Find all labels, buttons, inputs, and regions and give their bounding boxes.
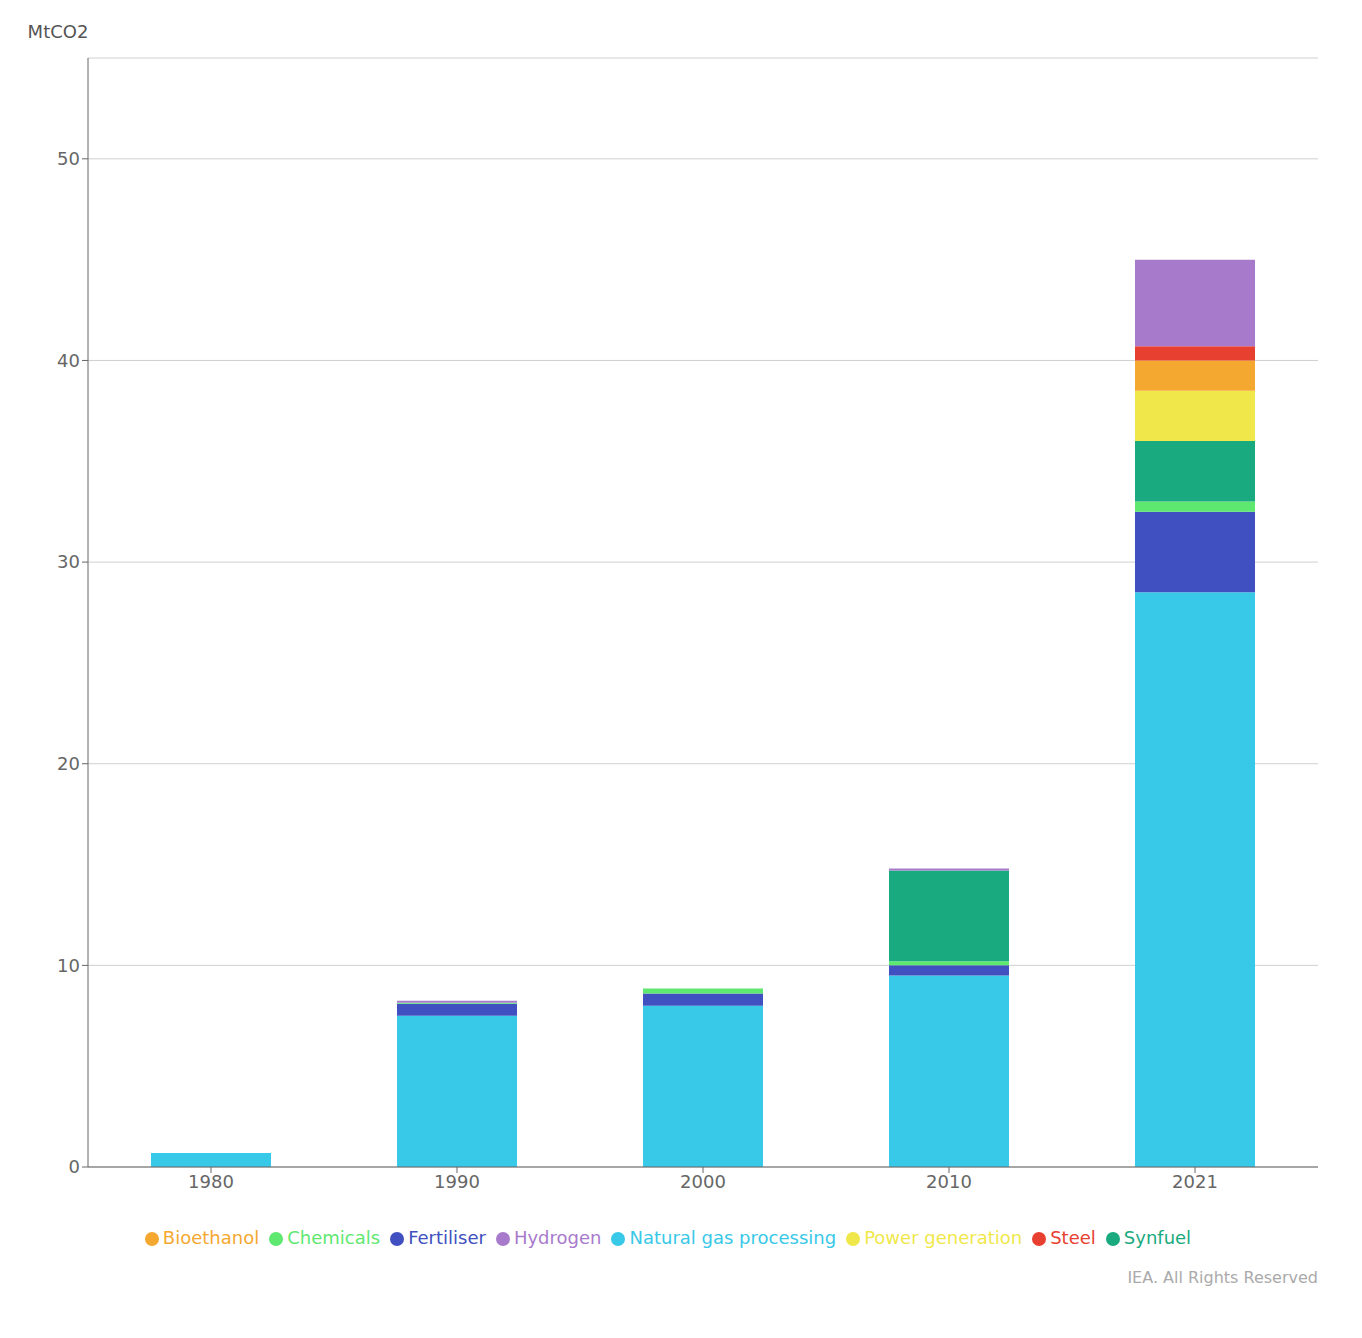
html-text:Chemicals: Chemicals (287, 1227, 381, 1248)
html-text:Bioethanol: Bioethanol (162, 1227, 260, 1248)
svg-text:0: 0 (69, 1156, 80, 1177)
html-text:Power generation: Power generation (864, 1227, 1023, 1248)
html-text:Natural gas processing: Natural gas processing (629, 1227, 837, 1248)
svg-text:10: 10 (57, 955, 80, 976)
html-text:Hydrogen: Hydrogen (513, 1227, 602, 1248)
svg-text:MtCO2: MtCO2 (28, 21, 89, 42)
html-text:Fertiliser: Fertiliser (408, 1227, 486, 1248)
html-text:Steel: Steel (1050, 1227, 1096, 1248)
svg-text:40: 40 (57, 350, 80, 371)
svg-text:20: 20 (57, 753, 80, 774)
html-text:IEA. All Rights Reserved: IEA. All Rights Reserved (1127, 1268, 1318, 1287)
html-text:Synfuel: Synfuel (1123, 1227, 1192, 1248)
svg-text:2021: 2021 (1172, 1171, 1218, 1192)
svg-text:2000: 2000 (680, 1171, 726, 1192)
svg-text:1990: 1990 (434, 1171, 480, 1192)
svg-text:30: 30 (57, 551, 80, 572)
svg-text:2010: 2010 (926, 1171, 972, 1192)
svg-text:1980: 1980 (188, 1171, 234, 1192)
svg-text:50: 50 (57, 148, 80, 169)
